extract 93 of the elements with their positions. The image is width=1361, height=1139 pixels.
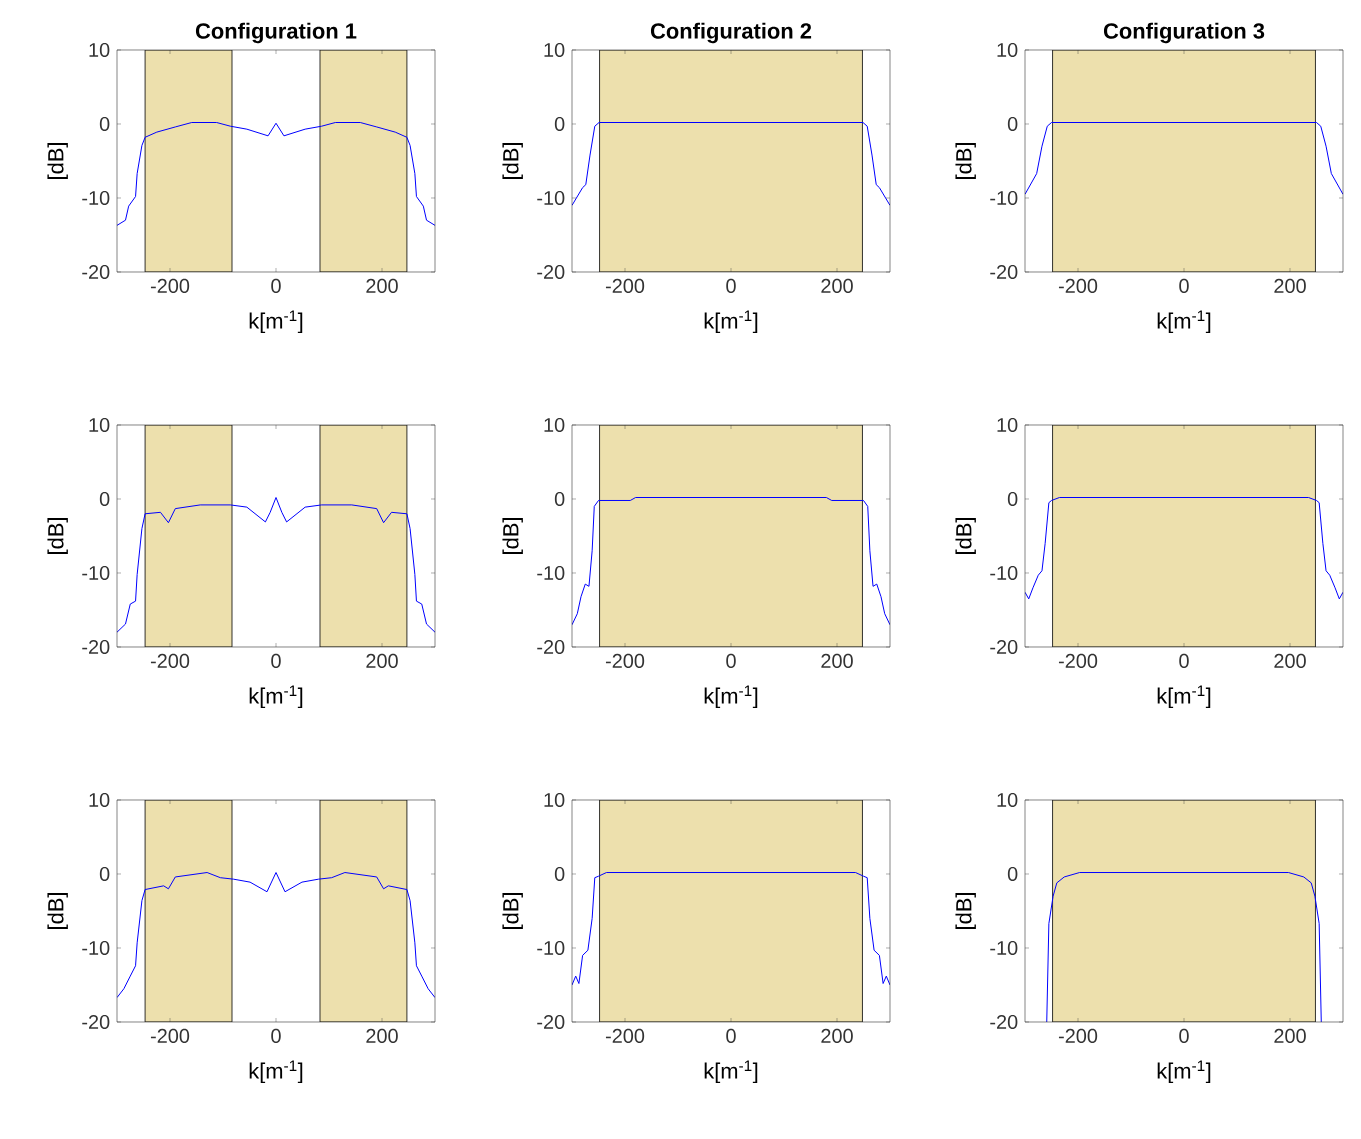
x-axis-title: k[m$^{-1}$]	[704, 1060, 758, 1084]
y-tick-label: -20	[990, 639, 1018, 655]
line-series	[1025, 497, 1344, 600]
y-axis-title: [dB]	[955, 893, 976, 929]
x-tick-label: -200	[1058, 1028, 1098, 1043]
line-series	[117, 497, 435, 633]
y-tick-label: 0	[1007, 116, 1018, 132]
x-axis-title: k[m$^{-1}$]	[249, 1060, 303, 1084]
y-tick-label: -20	[990, 1014, 1018, 1030]
y-axis-title: [dB]	[502, 893, 523, 929]
y-tick-label: -20	[990, 264, 1018, 280]
x-tick-label: -200	[150, 653, 190, 668]
y-tick-label: -20	[82, 264, 110, 280]
x-tick-label: -200	[605, 653, 645, 668]
x-tick-label: 200	[821, 278, 853, 293]
x-tick-label: 200	[1274, 278, 1306, 293]
y-axis-title: [dB]	[955, 518, 976, 554]
x-axis-title: k[m$^{-1}$]	[704, 685, 758, 709]
y-tick-label: 10	[89, 792, 110, 808]
y-tick-label: 10	[544, 417, 565, 433]
x-tick-label: -200	[605, 1028, 645, 1043]
y-tick-label: 10	[997, 42, 1018, 58]
x-tick-label: 0	[726, 653, 736, 668]
y-tick-label: 0	[554, 116, 565, 132]
y-tick-label: 10	[544, 42, 565, 58]
line-series	[1046, 872, 1322, 1022]
y-tick-label: -20	[537, 1014, 565, 1030]
x-tick-label: -200	[1058, 653, 1098, 668]
y-tick-label: 0	[1007, 866, 1018, 882]
y-tick-label: -10	[990, 190, 1018, 206]
x-tick-label: 200	[1274, 653, 1306, 668]
x-tick-label: 0	[726, 278, 736, 293]
y-tick-label: 0	[99, 116, 110, 132]
x-tick-label: 0	[271, 1028, 281, 1043]
x-axis-title: k[m$^{-1}$]	[249, 685, 303, 709]
y-tick-label: 10	[997, 792, 1018, 808]
x-axis-title: k[m$^{-1}$]	[704, 310, 758, 334]
chart-title: Configuration 3	[1103, 22, 1265, 44]
y-tick-label: -10	[537, 190, 565, 206]
x-tick-label: -200	[150, 278, 190, 293]
y-tick-label: -10	[82, 190, 110, 206]
y-tick-label: 10	[89, 42, 110, 58]
x-tick-label: 200	[821, 653, 853, 668]
y-tick-label: -20	[82, 639, 110, 655]
x-tick-label: -200	[605, 278, 645, 293]
x-tick-label: 0	[271, 653, 281, 668]
y-axis-title: [dB]	[955, 143, 976, 179]
y-tick-label: -20	[537, 639, 565, 655]
line-series	[117, 122, 435, 226]
chart-title: Configuration 2	[650, 22, 812, 44]
y-tick-label: -20	[82, 1014, 110, 1030]
line-series	[572, 122, 891, 206]
x-tick-label: 200	[821, 1028, 853, 1043]
x-tick-label: -200	[150, 1028, 190, 1043]
y-tick-label: -10	[537, 940, 565, 956]
x-tick-label: 200	[366, 278, 398, 293]
y-axis-title: [dB]	[47, 893, 68, 929]
x-axis-title: k[m$^{-1}$]	[1157, 310, 1211, 334]
y-tick-label: -10	[537, 565, 565, 581]
line-series	[1025, 122, 1344, 195]
x-tick-label: 0	[271, 278, 281, 293]
chart-title: Configuration 1	[195, 22, 357, 44]
line-series	[572, 497, 891, 626]
x-tick-label: 200	[366, 653, 398, 668]
x-tick-label: 0	[1179, 653, 1189, 668]
line-series	[572, 872, 891, 986]
x-tick-label: -200	[1058, 278, 1098, 293]
y-axis-title: [dB]	[47, 143, 68, 179]
x-axis-title: k[m$^{-1}$]	[1157, 1060, 1211, 1084]
y-tick-label: -20	[537, 264, 565, 280]
x-tick-label: 0	[1179, 278, 1189, 293]
y-tick-label: -10	[990, 940, 1018, 956]
line-series	[117, 872, 435, 999]
y-axis-title: [dB]	[502, 143, 523, 179]
y-tick-label: 0	[99, 866, 110, 882]
x-tick-label: 200	[366, 1028, 398, 1043]
y-tick-label: 10	[89, 417, 110, 433]
y-tick-label: -10	[82, 940, 110, 956]
y-tick-label: 0	[1007, 491, 1018, 507]
y-tick-label: -10	[82, 565, 110, 581]
x-tick-label: 200	[1274, 1028, 1306, 1043]
y-axis-title: [dB]	[47, 518, 68, 554]
x-tick-label: 0	[726, 1028, 736, 1043]
y-tick-label: 0	[554, 866, 565, 882]
x-axis-title: k[m$^{-1}$]	[1157, 685, 1211, 709]
x-axis-title: k[m$^{-1}$]	[249, 310, 303, 334]
y-tick-label: 10	[997, 417, 1018, 433]
y-axis-title: [dB]	[502, 518, 523, 554]
x-tick-label: 0	[1179, 1028, 1189, 1043]
y-tick-label: -10	[990, 565, 1018, 581]
y-tick-label: 0	[554, 491, 565, 507]
y-tick-label: 0	[99, 491, 110, 507]
y-tick-label: 10	[544, 792, 565, 808]
